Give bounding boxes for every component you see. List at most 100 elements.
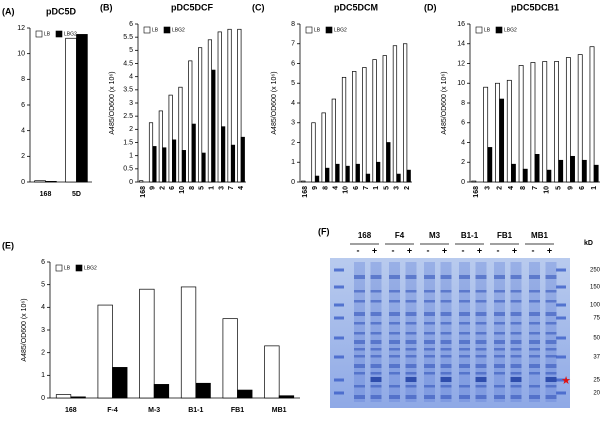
protein-band	[370, 340, 382, 344]
y-tick-label: 5	[129, 47, 133, 54]
y-tick-label: 3	[291, 120, 295, 127]
y-tick-label: 7	[291, 41, 295, 48]
protein-band	[510, 300, 522, 303]
lane-label: F4	[395, 231, 405, 240]
y-tick-label: 0	[461, 179, 465, 186]
legend-swatch	[163, 26, 171, 34]
panel-label: (A)	[2, 6, 15, 16]
induced-band	[545, 377, 557, 382]
bar	[55, 394, 72, 399]
bar	[168, 94, 173, 183]
x-tick-label: 8	[189, 186, 196, 190]
protein-band	[510, 275, 522, 279]
induced-band	[405, 377, 417, 382]
bar	[321, 112, 326, 183]
protein-band	[510, 340, 522, 344]
protein-band	[494, 385, 505, 388]
protein-band	[405, 385, 417, 388]
y-tick-label: 0	[41, 395, 45, 402]
protein-band	[545, 322, 557, 325]
bar	[70, 396, 86, 399]
bar	[487, 147, 493, 183]
y-tick-label: 6	[461, 120, 465, 127]
protein-band	[370, 348, 382, 351]
marker-label: 37	[593, 355, 600, 361]
protein-band	[440, 300, 452, 303]
protein-band	[494, 355, 505, 358]
bar	[240, 136, 245, 183]
marker-label: 20	[593, 391, 600, 397]
protein-band	[475, 300, 487, 303]
y-tick-label: 5.5	[123, 34, 133, 41]
protein-band	[424, 322, 435, 325]
x-tick-label: 9	[312, 186, 319, 190]
y-tick-label: 0.5	[123, 166, 133, 173]
marker-band	[556, 391, 566, 395]
marker-label: 150	[590, 285, 601, 291]
x-tick-label: 7	[228, 186, 235, 190]
chart-title: pDC5D	[46, 6, 77, 16]
marker-band	[334, 268, 344, 272]
x-tick-label: 1	[208, 186, 215, 190]
protein-band	[370, 290, 382, 293]
bar	[406, 169, 411, 183]
protein-band	[389, 300, 400, 303]
protein-band	[389, 275, 400, 279]
marker-label: 250	[590, 268, 601, 274]
bar	[589, 46, 595, 183]
protein-band	[545, 275, 557, 279]
x-tick-label: 3	[485, 186, 492, 190]
x-tick-label: 168	[473, 186, 480, 198]
sign-label: +	[407, 245, 412, 255]
protein-band	[389, 372, 400, 375]
bar	[534, 154, 540, 183]
protein-band	[370, 385, 382, 388]
protein-band	[354, 372, 365, 375]
protein-band	[440, 275, 452, 279]
protein-band	[424, 348, 435, 351]
y-axis-label: A485/OD600 (x 10⁶)	[109, 71, 116, 134]
marker-band	[334, 316, 344, 320]
bar	[178, 86, 183, 183]
protein-band	[370, 364, 382, 368]
marker-label: 25	[593, 378, 600, 384]
x-tick-label: 168	[40, 191, 52, 198]
protein-band	[405, 322, 417, 325]
protein-band	[440, 364, 452, 368]
y-tick-label: 5	[291, 80, 295, 87]
protein-band	[459, 372, 470, 375]
y-tick-label: 6	[129, 21, 133, 28]
lane-label: M3	[429, 231, 441, 240]
protein-band	[545, 290, 557, 293]
bar	[402, 43, 408, 183]
protein-band	[475, 372, 487, 375]
protein-band	[529, 275, 540, 279]
panel-label: (D)	[424, 2, 437, 12]
x-tick-label: 168	[65, 407, 77, 414]
bar	[542, 61, 548, 183]
legend-label: LBG2	[64, 31, 77, 37]
protein-band	[494, 322, 505, 325]
y-tick-label: 6	[41, 259, 45, 266]
protein-band	[389, 290, 400, 293]
protein-band	[475, 290, 487, 293]
protein-band	[354, 348, 365, 351]
protein-band	[494, 340, 505, 344]
protein-band	[459, 275, 470, 279]
sign-label: +	[372, 245, 377, 255]
bar	[376, 161, 381, 183]
x-tick-label: 10	[343, 186, 350, 194]
unit-label: kD	[584, 240, 593, 247]
protein-band	[545, 355, 557, 358]
protein-band	[354, 322, 365, 325]
protein-band	[424, 364, 435, 368]
protein-band	[494, 275, 505, 279]
bar	[152, 146, 157, 183]
protein-band	[354, 395, 365, 399]
protein-band	[529, 348, 540, 351]
sign-label: +	[512, 245, 517, 255]
bar	[148, 122, 154, 183]
x-tick-label: FB1	[231, 407, 244, 414]
protein-band	[494, 312, 505, 316]
chart-title: pDC5DCF	[171, 2, 214, 12]
